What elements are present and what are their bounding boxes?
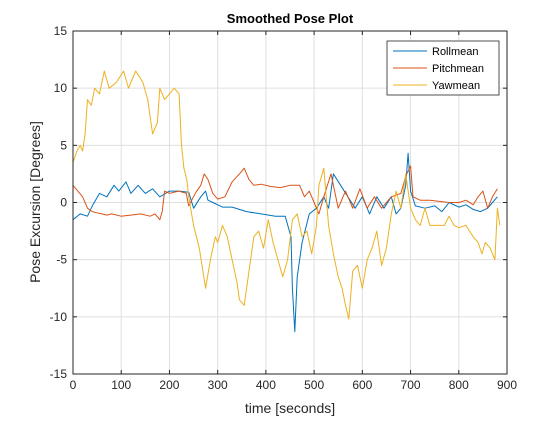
x-tick-label: 100 <box>111 378 131 392</box>
x-tick-label: 300 <box>208 378 228 392</box>
x-axis-label: time [seconds] <box>245 400 335 416</box>
x-tick-label: 800 <box>449 378 469 392</box>
x-tick-label: 700 <box>401 378 421 392</box>
x-tick-label: 0 <box>70 378 77 392</box>
x-tick-label: 600 <box>352 378 372 392</box>
y-tick-label: 10 <box>54 81 68 95</box>
x-tick-label: 200 <box>159 378 179 392</box>
y-tick-label: -15 <box>50 367 68 381</box>
axes: 0 100 200 300 400 500 600 700 800 900 -15 -10 -5 0 5 10… <box>50 24 518 392</box>
series-line-pitchmean <box>73 165 498 221</box>
legend-label-rollmean: Rollmean <box>432 46 478 58</box>
x-tick-label: 400 <box>256 378 276 392</box>
legend: Rollmean Pitchmean Yawmean <box>386 40 500 96</box>
series-line-rollmean <box>73 152 498 333</box>
legend-label-yawmean: Yawmean <box>432 80 480 92</box>
y-tick-label: 5 <box>60 138 67 152</box>
series-line-yawmean <box>73 70 501 320</box>
y-tick-label: -5 <box>56 253 67 267</box>
data-series <box>73 70 501 333</box>
y-tick-label: 15 <box>54 24 68 38</box>
y-tick-label: -10 <box>50 310 68 324</box>
x-tick-label: 900 <box>497 378 517 392</box>
y-tick-label: 0 <box>60 196 67 210</box>
chart-title: Smoothed Pose Plot <box>227 11 354 26</box>
legend-label-pitchmean: Pitchmean <box>432 63 484 75</box>
x-tick-label: 500 <box>304 378 324 392</box>
y-axis-label: Pose Excursion [Degrees] <box>27 121 43 283</box>
